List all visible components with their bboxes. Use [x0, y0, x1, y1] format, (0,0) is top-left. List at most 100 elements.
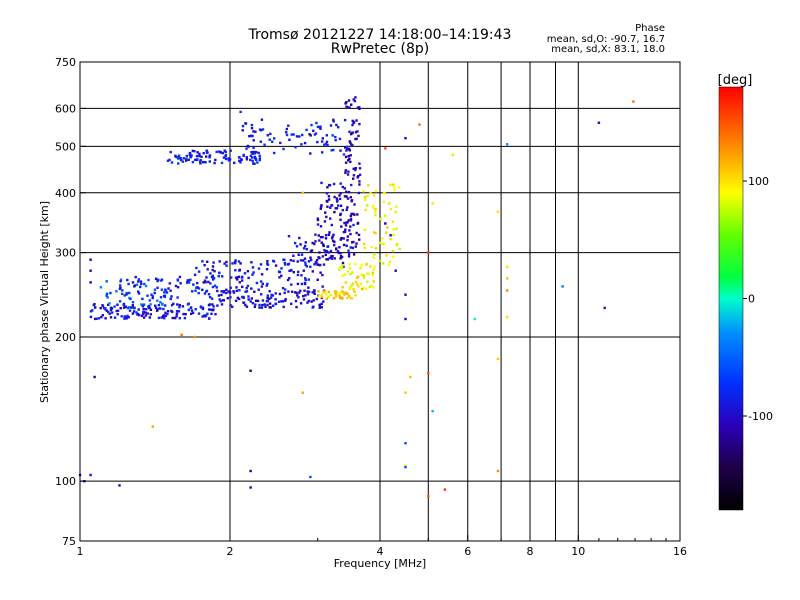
data-point — [294, 291, 297, 294]
data-point — [217, 294, 221, 297]
colorbar-tick-label: -100 — [748, 410, 773, 423]
data-point — [358, 106, 361, 109]
data-point — [190, 309, 194, 312]
data-point — [392, 233, 395, 237]
data-point — [146, 294, 149, 297]
data-point — [341, 286, 344, 289]
data-point — [352, 98, 355, 101]
data-point — [170, 295, 173, 298]
data-point — [356, 283, 359, 286]
data-point — [160, 316, 163, 319]
data-point — [107, 303, 110, 306]
data-point — [189, 306, 193, 310]
data-point — [349, 273, 352, 276]
data-point — [319, 263, 322, 267]
data-point — [107, 310, 110, 314]
data-point — [349, 160, 352, 164]
data-point — [369, 191, 372, 195]
data-point — [178, 275, 182, 279]
data-point — [240, 158, 243, 161]
data-point — [105, 280, 108, 283]
data-point — [271, 140, 274, 143]
y-tick-label: 200 — [55, 331, 76, 344]
data-point — [355, 119, 358, 122]
data-point — [302, 247, 306, 250]
data-point — [352, 174, 356, 177]
data-point — [338, 194, 341, 197]
data-point — [373, 231, 376, 234]
data-point — [379, 217, 383, 221]
data-point — [201, 315, 204, 318]
data-point — [142, 310, 145, 314]
data-point — [386, 226, 389, 229]
data-point — [97, 317, 101, 320]
data-point — [343, 118, 347, 122]
data-point — [131, 306, 135, 309]
data-point — [127, 282, 130, 286]
data-point — [259, 280, 263, 283]
data-point — [229, 304, 232, 307]
data-point — [365, 287, 368, 291]
data-point — [216, 304, 219, 307]
data-point — [162, 294, 166, 298]
data-point — [292, 259, 295, 263]
data-point — [227, 157, 230, 160]
data-point — [261, 128, 265, 131]
data-point — [344, 161, 348, 164]
data-point — [431, 410, 434, 413]
data-point — [89, 258, 92, 261]
chart-title: Tromsø 20121227 14:18:00–14:19:43 — [248, 27, 512, 43]
data-point — [335, 248, 338, 251]
data-point — [349, 154, 352, 157]
data-point — [321, 273, 324, 277]
data-point — [157, 303, 161, 307]
data-point — [119, 307, 122, 310]
data-point — [369, 265, 372, 268]
data-point — [156, 286, 159, 289]
data-point — [342, 243, 346, 247]
data-point — [309, 134, 312, 137]
data-point — [338, 246, 341, 249]
data-point — [372, 206, 375, 210]
data-point — [225, 288, 228, 291]
data-point — [94, 317, 97, 321]
data-point — [304, 278, 307, 282]
data-point — [247, 276, 250, 280]
data-point — [237, 260, 241, 263]
data-point — [317, 234, 320, 237]
data-point — [163, 314, 166, 317]
data-point — [329, 124, 333, 127]
data-point — [285, 127, 288, 131]
data-point — [177, 157, 180, 160]
data-point — [315, 297, 318, 301]
data-point — [395, 205, 398, 208]
data-point — [178, 317, 181, 320]
data-point — [251, 159, 254, 163]
data-point — [278, 292, 282, 296]
data-point — [101, 314, 104, 317]
data-point — [242, 301, 246, 304]
data-point — [245, 158, 249, 161]
data-point — [221, 151, 225, 155]
data-point — [333, 195, 336, 199]
data-point — [323, 220, 327, 223]
data-point — [372, 256, 375, 259]
data-point — [254, 130, 257, 133]
data-point — [344, 171, 347, 174]
data-point — [321, 137, 324, 140]
data-point — [238, 159, 241, 163]
data-point — [315, 121, 318, 125]
data-point — [295, 245, 299, 248]
data-point — [120, 315, 123, 318]
data-point — [213, 270, 216, 273]
data-point — [314, 240, 317, 243]
data-point — [274, 292, 277, 295]
data-point — [284, 288, 287, 291]
data-point — [384, 214, 387, 217]
data-point — [246, 270, 250, 273]
data-point — [260, 306, 264, 309]
data-point — [187, 158, 190, 161]
data-point — [283, 261, 287, 265]
data-point — [199, 159, 202, 162]
data-point — [349, 141, 352, 145]
